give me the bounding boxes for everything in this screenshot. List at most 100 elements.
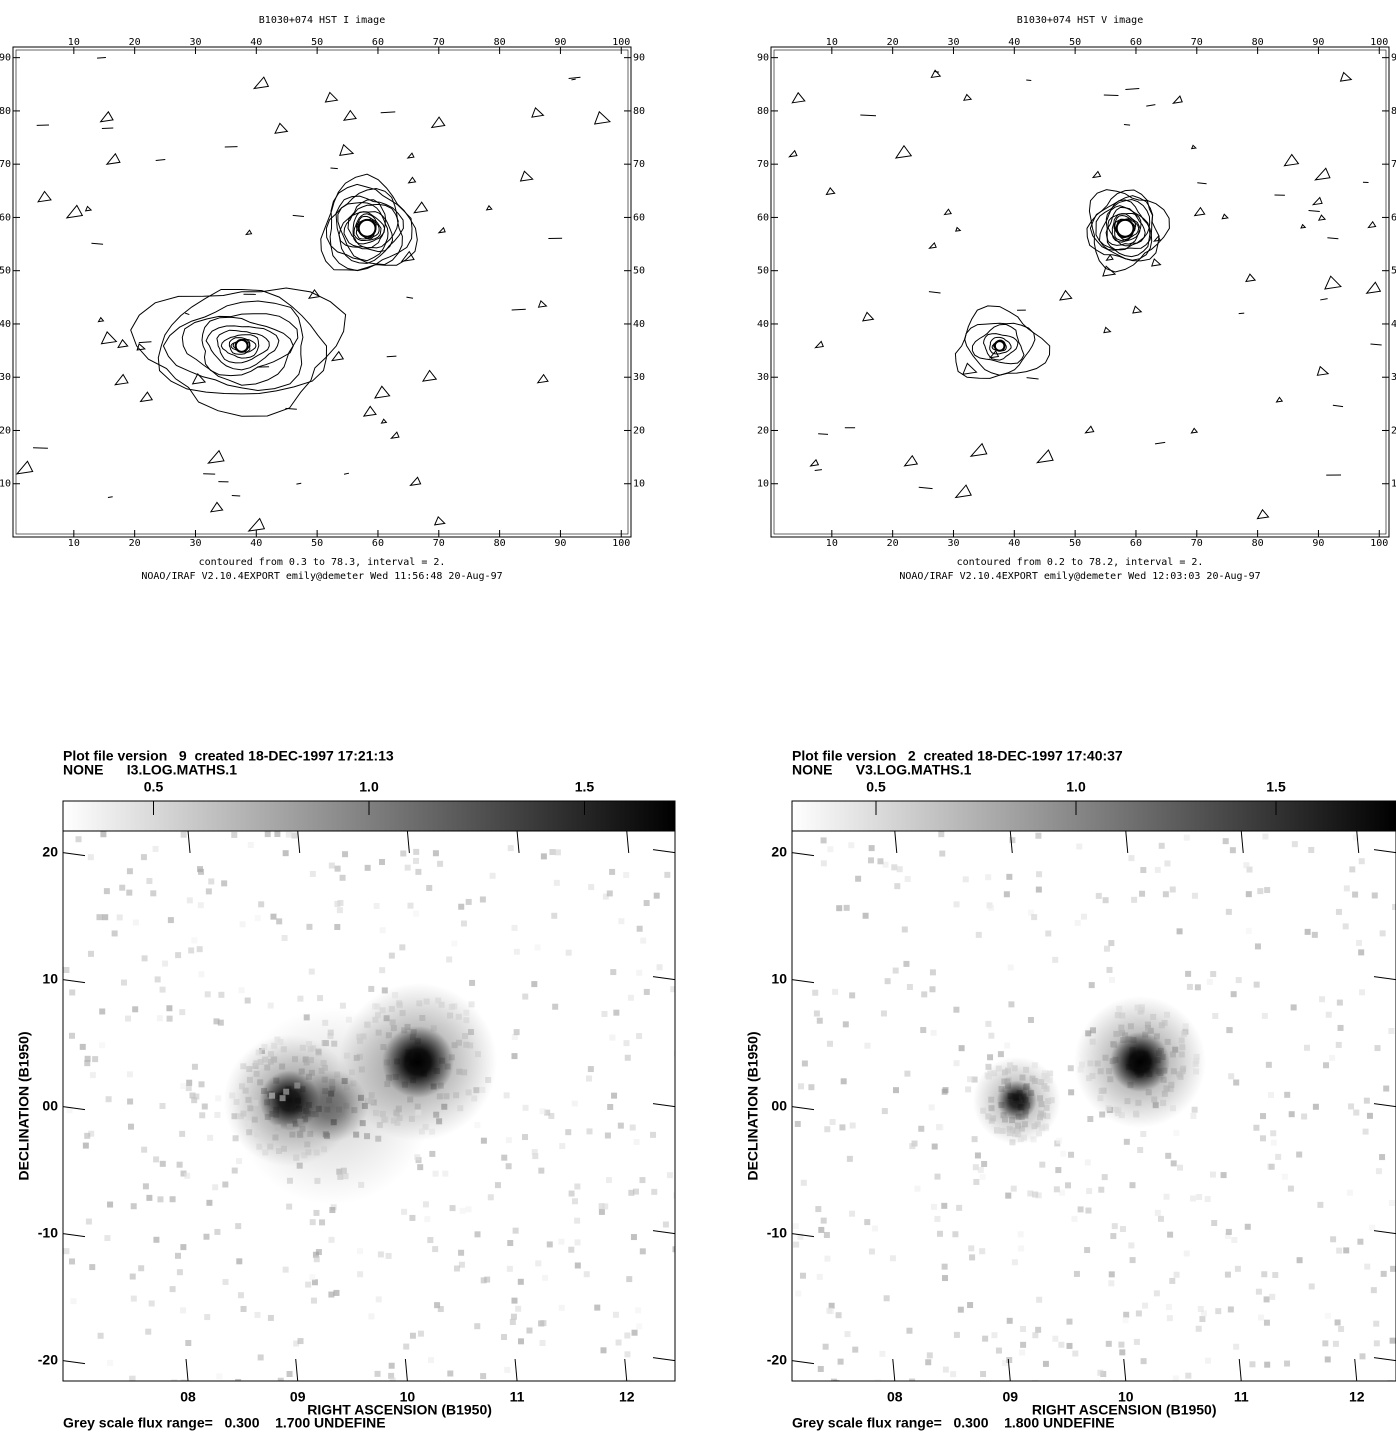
pixel bbox=[551, 913, 557, 919]
pixel bbox=[453, 1092, 459, 1098]
pixel bbox=[554, 880, 560, 886]
pixel bbox=[1052, 1336, 1058, 1342]
pixel bbox=[1007, 1130, 1013, 1136]
contour-line bbox=[595, 112, 610, 124]
x-tick bbox=[405, 1359, 407, 1381]
pixel bbox=[566, 950, 572, 956]
pixel bbox=[248, 842, 254, 848]
x-tick bbox=[625, 1359, 627, 1381]
pixel bbox=[268, 1315, 274, 1321]
pixel bbox=[624, 1351, 630, 1357]
pixel bbox=[112, 930, 118, 936]
pixel bbox=[153, 1156, 159, 1162]
pixel bbox=[442, 1171, 448, 1177]
pixel bbox=[795, 1121, 801, 1127]
pixel bbox=[322, 1040, 328, 1046]
y-tick-label: -20 bbox=[767, 1351, 787, 1367]
pixel bbox=[235, 1223, 241, 1229]
pixel bbox=[133, 919, 139, 925]
pixel bbox=[466, 899, 472, 905]
pixel bbox=[1226, 1229, 1232, 1235]
pixel bbox=[297, 996, 303, 1002]
pixel bbox=[616, 1340, 622, 1346]
pixel bbox=[386, 1253, 392, 1259]
pixel bbox=[1104, 946, 1110, 952]
pixel bbox=[869, 845, 875, 851]
pixel bbox=[306, 924, 312, 930]
pixel bbox=[501, 1155, 507, 1161]
pixel bbox=[240, 921, 246, 927]
pixel bbox=[988, 1033, 994, 1039]
pixel bbox=[1074, 1271, 1080, 1277]
y-tick-label: 30 bbox=[633, 372, 645, 383]
pixel bbox=[532, 1149, 538, 1155]
y-axis-label: DECLINATION (B1950) bbox=[745, 1031, 761, 1180]
pixel bbox=[1284, 1361, 1290, 1367]
pixel bbox=[938, 1124, 944, 1130]
pixel bbox=[1125, 1098, 1131, 1104]
pixel bbox=[1231, 991, 1237, 997]
pixel bbox=[1020, 1342, 1026, 1348]
pixel bbox=[501, 1334, 507, 1340]
pixel bbox=[1133, 1112, 1139, 1118]
x-tick bbox=[186, 1359, 188, 1381]
pixel bbox=[504, 1367, 510, 1373]
pixel bbox=[1012, 1259, 1018, 1265]
pixel bbox=[1187, 984, 1193, 990]
x-tick-label: 30 bbox=[947, 37, 959, 48]
pixel bbox=[1179, 1051, 1185, 1057]
pixel bbox=[1160, 1100, 1166, 1106]
pixel bbox=[342, 851, 348, 857]
pixel bbox=[628, 995, 634, 1001]
pixel bbox=[84, 1133, 90, 1139]
pixel bbox=[334, 924, 340, 930]
pixel bbox=[540, 1108, 546, 1114]
pixel bbox=[549, 849, 555, 855]
contours bbox=[17, 58, 610, 531]
pixel bbox=[1344, 885, 1350, 891]
pixel bbox=[640, 1248, 646, 1254]
pixel bbox=[1372, 892, 1378, 898]
x-tick-label: 20 bbox=[129, 37, 141, 48]
pixel bbox=[1151, 1096, 1157, 1102]
pixel bbox=[507, 1266, 513, 1272]
pixel bbox=[1107, 1076, 1113, 1082]
x-tick bbox=[296, 1359, 298, 1381]
pixel bbox=[540, 1320, 546, 1326]
pixel bbox=[872, 1226, 878, 1232]
pixel bbox=[337, 907, 343, 913]
pixel bbox=[605, 1132, 611, 1138]
pixel bbox=[180, 1244, 186, 1250]
y-tick bbox=[1374, 1231, 1396, 1234]
y-tick-label: 20 bbox=[757, 425, 769, 436]
pixel bbox=[333, 1290, 339, 1296]
contour-line bbox=[101, 332, 116, 344]
pixel bbox=[379, 859, 385, 865]
pixel bbox=[92, 1056, 98, 1062]
pixel bbox=[607, 1104, 613, 1110]
pixel bbox=[358, 1182, 364, 1188]
pixel bbox=[466, 1206, 472, 1212]
pixel bbox=[881, 1010, 887, 1016]
pixel bbox=[389, 1363, 395, 1369]
y-tick-label: 80 bbox=[0, 106, 11, 117]
pixel bbox=[223, 1279, 229, 1285]
pixel bbox=[568, 1247, 574, 1253]
pixel bbox=[1373, 1321, 1379, 1327]
pixel bbox=[221, 880, 227, 886]
pixel bbox=[457, 1105, 463, 1111]
pixel bbox=[973, 1179, 979, 1185]
y-tick-label: 70 bbox=[633, 159, 645, 170]
pixel bbox=[1205, 1358, 1211, 1364]
pixel bbox=[102, 914, 108, 920]
map-name: NONE V3.LOG.MATHS.1 bbox=[792, 762, 972, 778]
pixel bbox=[844, 905, 850, 911]
pixel bbox=[510, 1319, 516, 1325]
pixel bbox=[827, 846, 833, 852]
pixel bbox=[1228, 1073, 1234, 1079]
y-tick bbox=[63, 1107, 85, 1110]
pixel bbox=[1018, 1231, 1024, 1237]
pixel bbox=[1336, 909, 1342, 915]
pixel bbox=[1359, 858, 1365, 864]
pixel bbox=[1326, 1012, 1332, 1018]
